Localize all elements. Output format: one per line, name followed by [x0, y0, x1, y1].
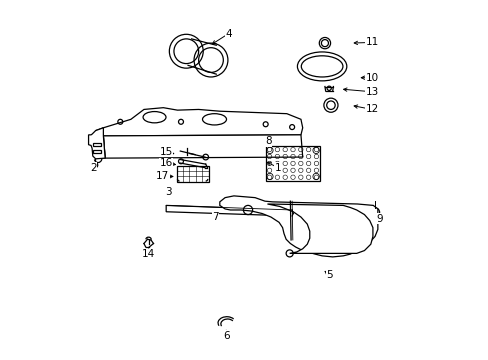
Text: 6: 6: [223, 331, 229, 341]
Text: 14: 14: [142, 249, 155, 259]
Text: 11: 11: [365, 37, 378, 48]
Text: 1: 1: [274, 163, 281, 173]
Text: 16: 16: [159, 158, 172, 168]
Polygon shape: [103, 135, 302, 158]
Text: 13: 13: [365, 87, 378, 97]
Text: 2: 2: [90, 163, 97, 173]
Polygon shape: [96, 128, 105, 158]
Text: 12: 12: [365, 104, 378, 114]
Bar: [176, 166, 208, 182]
Bar: [265, 146, 320, 181]
Text: 17: 17: [156, 171, 169, 181]
Text: 15: 15: [159, 147, 172, 157]
Text: 8: 8: [264, 136, 271, 146]
Polygon shape: [267, 204, 372, 253]
Text: 7: 7: [212, 212, 219, 222]
Bar: [93, 150, 101, 153]
Text: 4: 4: [225, 28, 231, 39]
Polygon shape: [166, 206, 291, 216]
Text: 3: 3: [165, 187, 172, 197]
Text: 9: 9: [375, 214, 382, 224]
Polygon shape: [219, 196, 377, 257]
Text: 5: 5: [326, 270, 332, 280]
Polygon shape: [88, 128, 105, 159]
Text: 10: 10: [365, 73, 378, 83]
Polygon shape: [103, 108, 302, 136]
Bar: [93, 143, 101, 147]
